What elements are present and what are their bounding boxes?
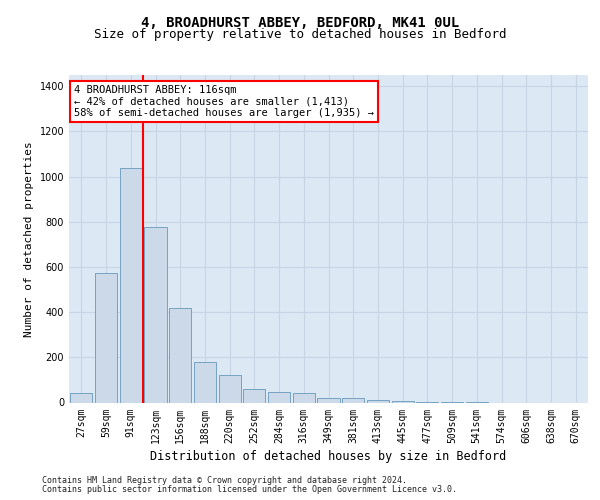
Bar	[342, 398, 364, 402]
Bar	[145, 228, 167, 402]
Bar	[70, 393, 92, 402]
Text: Contains HM Land Registry data © Crown copyright and database right 2024.: Contains HM Land Registry data © Crown c…	[42, 476, 407, 485]
Bar	[194, 362, 216, 403]
Bar	[367, 400, 389, 402]
Y-axis label: Number of detached properties: Number of detached properties	[24, 141, 34, 336]
Bar	[293, 393, 315, 402]
Bar	[317, 398, 340, 402]
Bar	[218, 376, 241, 402]
Text: Contains public sector information licensed under the Open Government Licence v3: Contains public sector information licen…	[42, 485, 457, 494]
Bar	[169, 308, 191, 402]
Bar	[243, 389, 265, 402]
Text: 4, BROADHURST ABBEY, BEDFORD, MK41 0UL: 4, BROADHURST ABBEY, BEDFORD, MK41 0UL	[141, 16, 459, 30]
Bar	[119, 168, 142, 402]
Bar	[268, 392, 290, 402]
Text: 4 BROADHURST ABBEY: 116sqm
← 42% of detached houses are smaller (1,413)
58% of s: 4 BROADHURST ABBEY: 116sqm ← 42% of deta…	[74, 85, 374, 118]
X-axis label: Distribution of detached houses by size in Bedford: Distribution of detached houses by size …	[151, 450, 506, 462]
Text: Size of property relative to detached houses in Bedford: Size of property relative to detached ho…	[94, 28, 506, 41]
Bar	[392, 400, 414, 402]
Bar	[95, 272, 117, 402]
